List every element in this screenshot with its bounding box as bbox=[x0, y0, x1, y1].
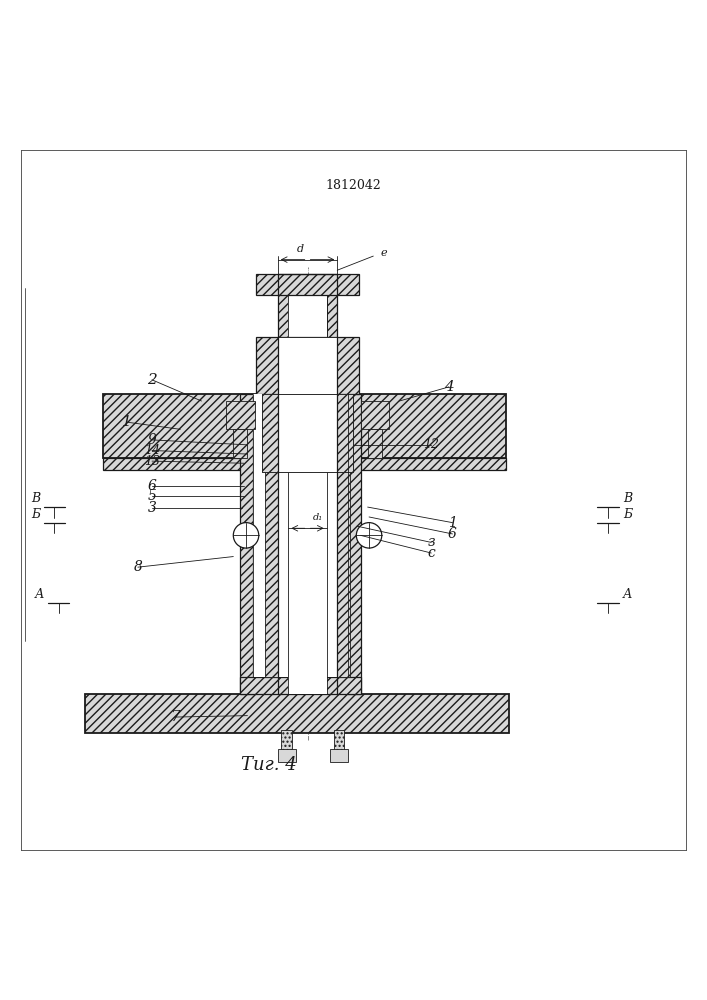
Circle shape bbox=[233, 523, 259, 548]
Polygon shape bbox=[240, 394, 253, 694]
Text: 2: 2 bbox=[147, 373, 157, 387]
Polygon shape bbox=[337, 394, 354, 472]
Polygon shape bbox=[262, 394, 278, 472]
Polygon shape bbox=[278, 749, 296, 762]
Text: В: В bbox=[624, 492, 632, 505]
Text: d: d bbox=[297, 244, 304, 254]
Text: Б: Б bbox=[31, 508, 40, 521]
Text: е: е bbox=[380, 248, 387, 258]
Polygon shape bbox=[281, 730, 292, 751]
Circle shape bbox=[356, 523, 382, 548]
Text: А: А bbox=[623, 588, 633, 601]
Polygon shape bbox=[103, 394, 258, 458]
Text: с: с bbox=[428, 546, 435, 560]
Polygon shape bbox=[233, 429, 247, 458]
Polygon shape bbox=[337, 472, 350, 677]
Polygon shape bbox=[226, 401, 255, 429]
Text: 9: 9 bbox=[148, 433, 156, 447]
Text: 1812042: 1812042 bbox=[326, 179, 381, 192]
Text: 6: 6 bbox=[148, 479, 156, 493]
Polygon shape bbox=[256, 337, 359, 394]
Polygon shape bbox=[85, 694, 509, 733]
Text: 14: 14 bbox=[144, 444, 160, 457]
Polygon shape bbox=[262, 394, 354, 472]
Polygon shape bbox=[278, 394, 337, 472]
Text: Τиг. 4: Τиг. 4 bbox=[241, 756, 296, 774]
Polygon shape bbox=[278, 274, 288, 694]
Polygon shape bbox=[330, 749, 348, 762]
Text: В: В bbox=[31, 492, 40, 505]
Polygon shape bbox=[357, 458, 506, 470]
Polygon shape bbox=[253, 394, 348, 677]
Polygon shape bbox=[327, 274, 337, 694]
Text: 1: 1 bbox=[448, 516, 457, 530]
Text: 4: 4 bbox=[444, 380, 454, 394]
Polygon shape bbox=[278, 337, 337, 394]
Polygon shape bbox=[240, 677, 361, 694]
Text: А: А bbox=[35, 588, 45, 601]
Text: 5: 5 bbox=[148, 489, 156, 503]
Text: 7: 7 bbox=[170, 710, 180, 724]
Text: 1: 1 bbox=[122, 415, 132, 429]
Polygon shape bbox=[103, 458, 258, 470]
Text: 6: 6 bbox=[448, 527, 457, 541]
Polygon shape bbox=[288, 274, 327, 694]
Text: з: з bbox=[428, 535, 435, 549]
Polygon shape bbox=[256, 274, 359, 295]
Polygon shape bbox=[334, 730, 344, 751]
Text: 3: 3 bbox=[148, 501, 156, 515]
Text: Б: Б bbox=[624, 508, 632, 521]
Text: 13: 13 bbox=[144, 455, 160, 468]
Polygon shape bbox=[265, 472, 278, 677]
Text: 12: 12 bbox=[423, 438, 439, 451]
Polygon shape bbox=[361, 401, 389, 429]
Polygon shape bbox=[253, 426, 258, 458]
Text: 8: 8 bbox=[134, 560, 142, 574]
Polygon shape bbox=[368, 429, 382, 458]
Polygon shape bbox=[357, 394, 506, 458]
Text: d₁: d₁ bbox=[313, 513, 323, 522]
Polygon shape bbox=[348, 394, 361, 694]
